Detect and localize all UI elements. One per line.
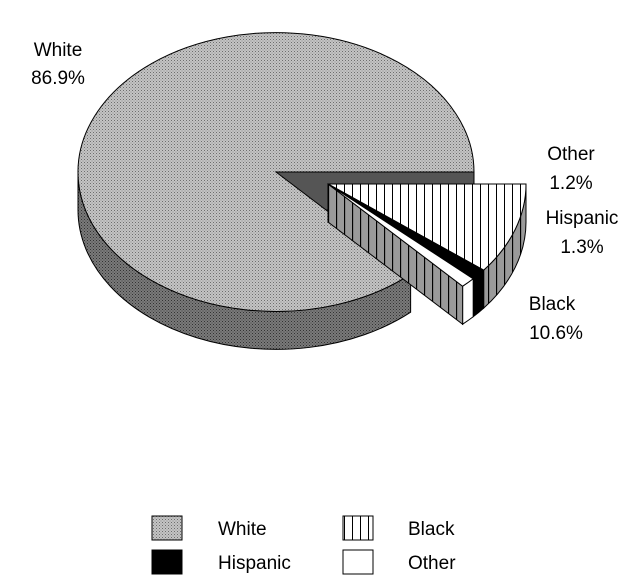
legend-label-hispanic: Hispanic xyxy=(218,553,291,574)
data-label-other-name: Other xyxy=(547,144,595,165)
data-label-other-value: 1.2% xyxy=(549,173,592,194)
legend-label-black: Black xyxy=(408,519,455,540)
data-label-black-name: Black xyxy=(529,294,576,315)
legend-swatch-hispanic xyxy=(151,549,183,575)
legend-swatch-white xyxy=(151,515,183,541)
data-label-white-value: 86.9% xyxy=(31,68,85,89)
data-label-black-value: 10.6% xyxy=(529,323,583,344)
slice-other xyxy=(327,183,475,287)
legend-swatch-black xyxy=(342,515,374,541)
legend-label-other: Other xyxy=(408,553,456,574)
data-label-hispanic-value: 1.3% xyxy=(560,237,603,258)
legend-label-white: White xyxy=(218,519,267,540)
data-label-white-name: White xyxy=(34,40,83,61)
slice-black xyxy=(327,183,527,271)
data-label-hispanic-name: Hispanic xyxy=(546,208,619,229)
chart-legend: White Black Hispanic Other xyxy=(151,515,456,575)
slice-white xyxy=(77,32,475,312)
legend-swatch-other xyxy=(342,549,374,575)
